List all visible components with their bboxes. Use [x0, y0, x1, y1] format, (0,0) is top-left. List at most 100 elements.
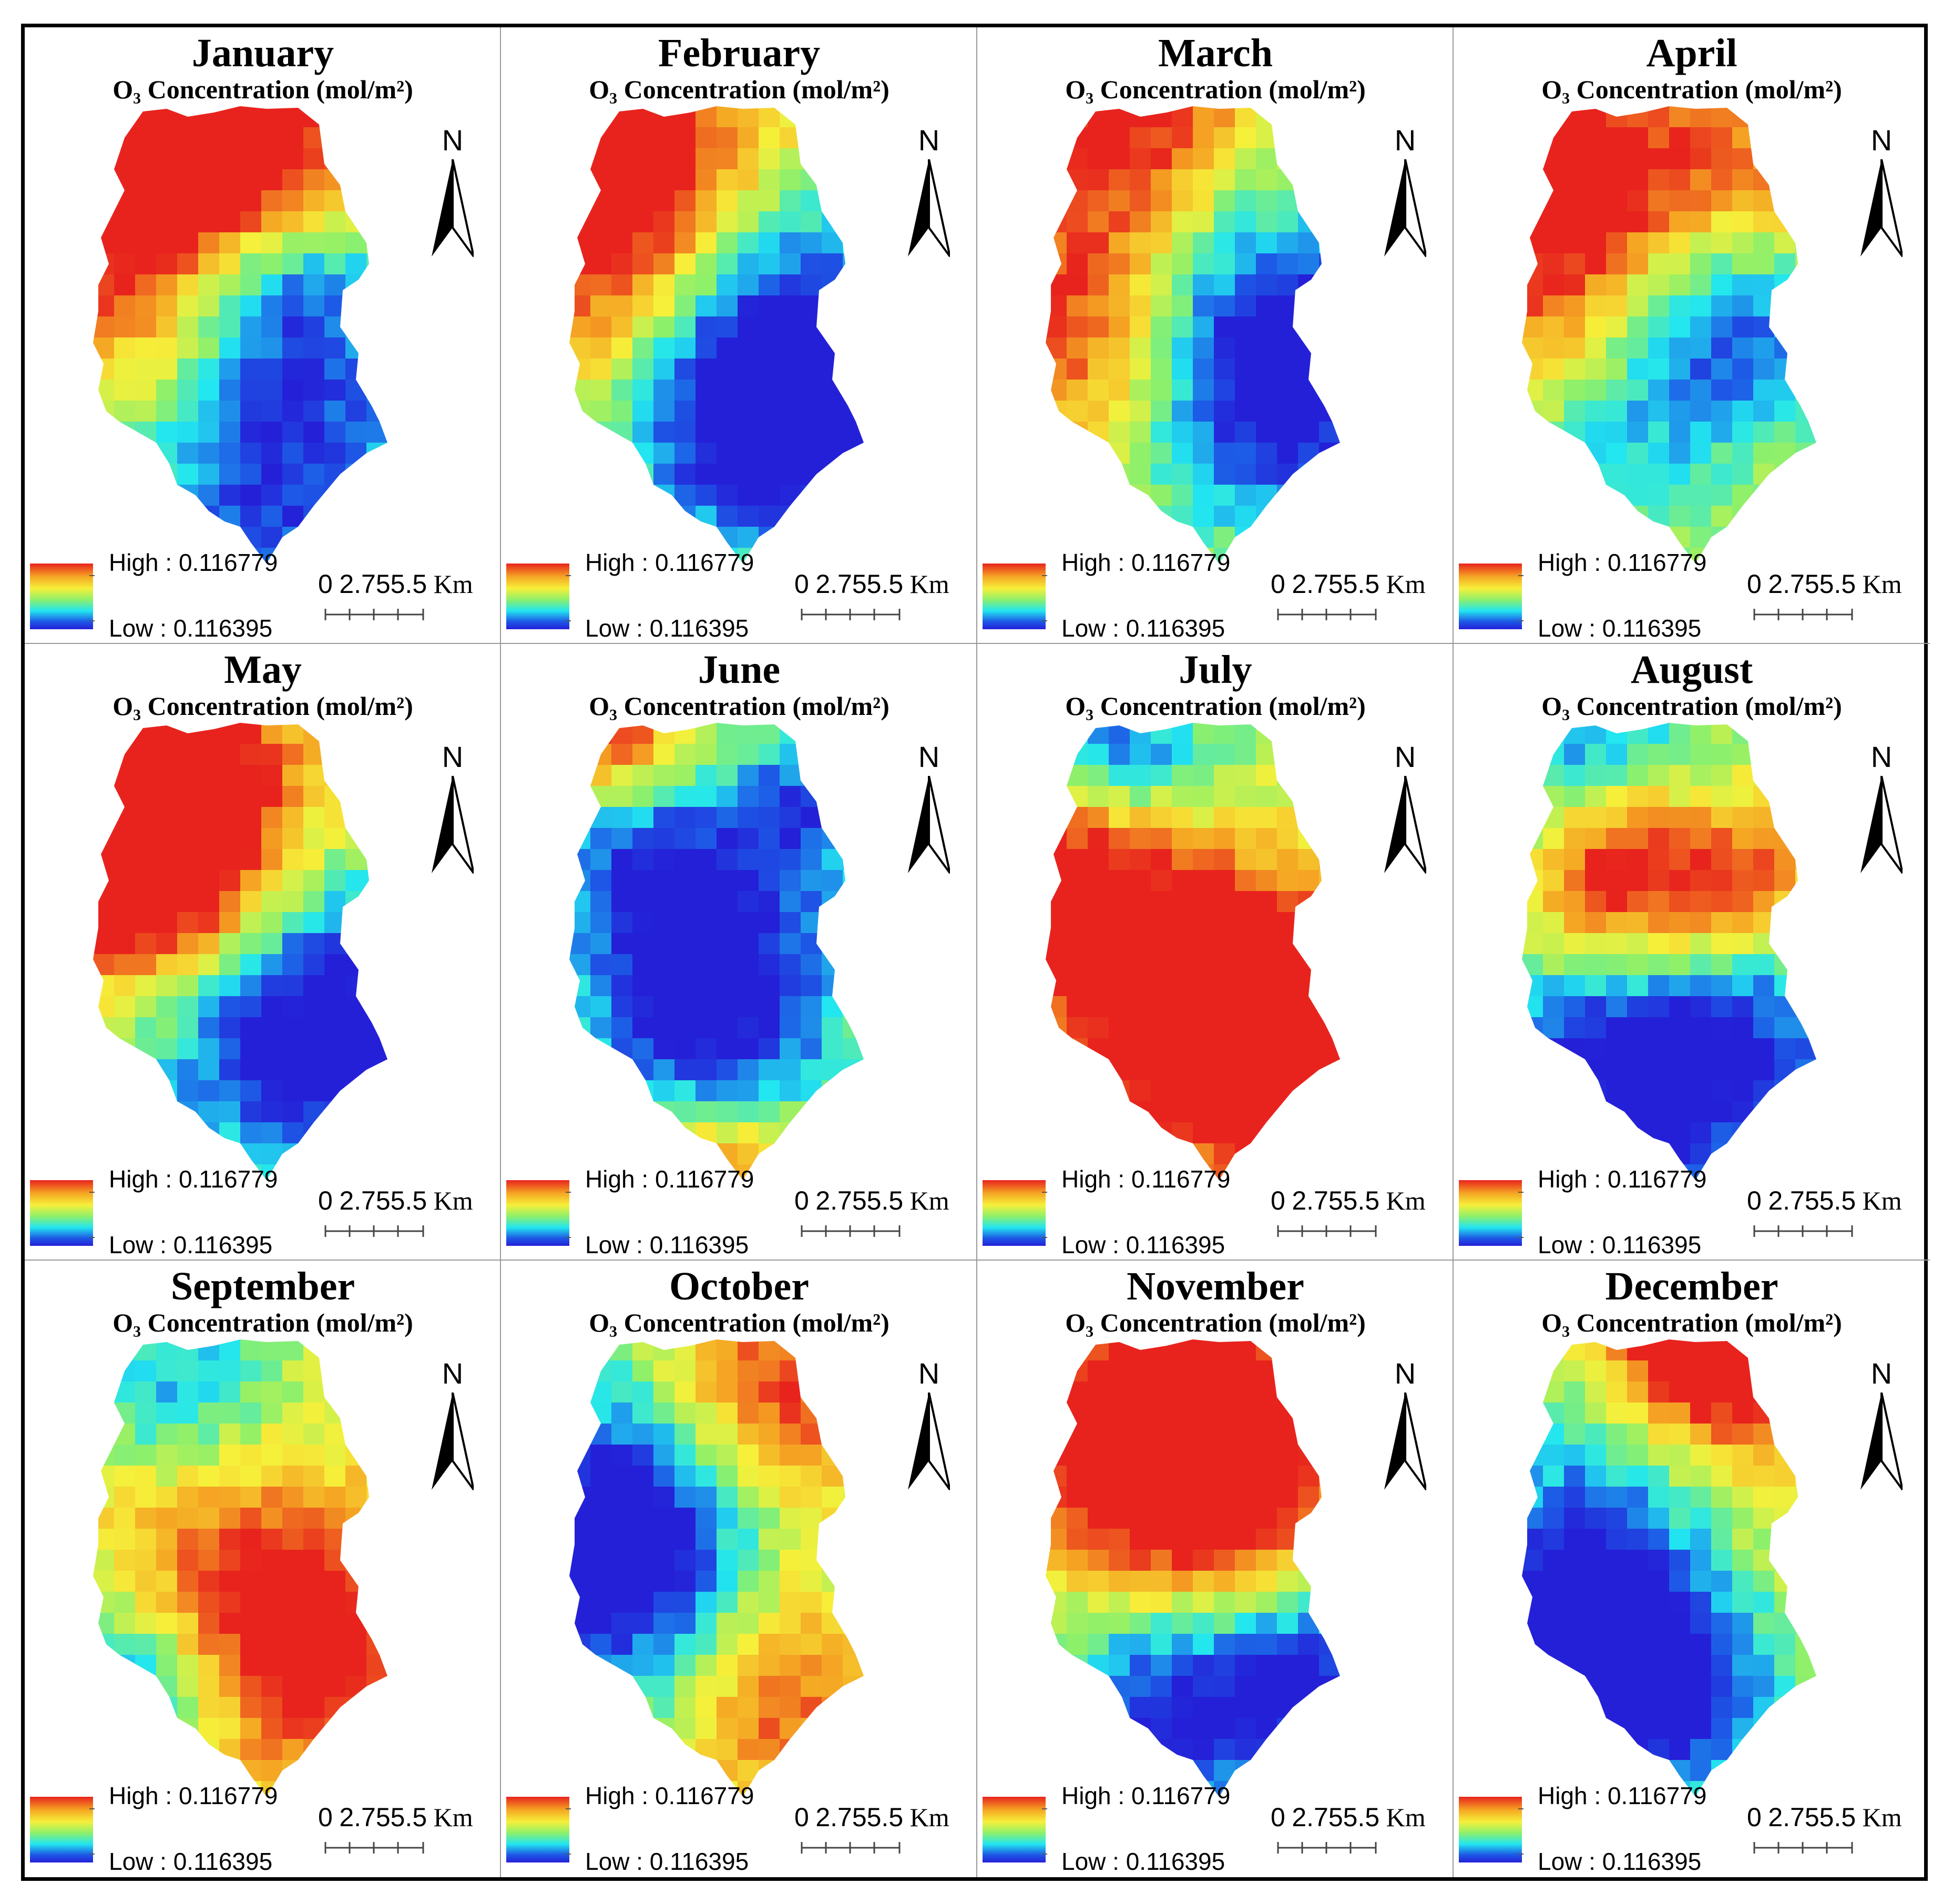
legend-tick: [89, 1854, 95, 1855]
legend-high-label: High : 0.116779: [109, 1165, 278, 1193]
panel-title: October: [669, 1264, 809, 1308]
map-panel-september: September O₃ Concentration (mol/m²) N High …: [25, 1261, 501, 1877]
scale-label: 0 2.755.5 Km: [1271, 569, 1426, 599]
north-arrow-icon: [908, 1393, 950, 1491]
scale-label: 0 2.755.5 Km: [1747, 569, 1902, 599]
scale-numbers: 2.755.5: [815, 1803, 904, 1832]
panel-subtitle: O₃ Concentration (mol/m²): [589, 1308, 889, 1337]
legend-tick: [89, 1237, 95, 1238]
legend-tick: [1518, 620, 1523, 621]
panel-title: March: [1158, 31, 1273, 75]
panel-title: September: [170, 1264, 355, 1308]
scale-unit: Km: [909, 1186, 949, 1215]
scale-unit: Km: [909, 569, 949, 599]
scale-unit: Km: [1386, 569, 1426, 599]
north-label: N: [918, 740, 940, 773]
scale-numbers: 2.755.5: [339, 1186, 427, 1215]
legend-low-label: Low : 0.116395: [585, 1231, 749, 1258]
panel-subtitle: O₃ Concentration (mol/m²): [1541, 691, 1842, 721]
panel-title: January: [191, 31, 334, 75]
map-panel-june: June O₃ Concentration (mol/m²) N High : 0.1…: [501, 644, 977, 1261]
o3-raster-map: [569, 723, 864, 1180]
scale-label: 0 2.755.5 Km: [1747, 1802, 1902, 1833]
scale-unit: Km: [1862, 1803, 1902, 1832]
scale-numbers: 2.755.5: [1768, 1186, 1856, 1215]
north-arrow: N: [1380, 741, 1430, 878]
scale-label: 0 2.755.5 Km: [318, 569, 473, 599]
legend-high-label: High : 0.116779: [1061, 1782, 1231, 1809]
north-arrow: N: [1380, 1358, 1430, 1494]
figure-frame: January O₃ Concentration (mol/m²) N High : …: [21, 24, 1930, 1881]
legend-tick: [566, 1808, 571, 1809]
panel-title: June: [698, 648, 781, 692]
north-arrow-icon: [432, 159, 474, 258]
north-label: N: [1394, 1357, 1416, 1390]
north-label: N: [1870, 124, 1893, 157]
legend-color-ramp: [983, 1180, 1046, 1246]
o3-raster-map: [1046, 1339, 1340, 1797]
north-arrow-icon: [908, 776, 950, 874]
legend-color-ramp: [30, 564, 93, 629]
legend-low-label: Low : 0.116395: [109, 1231, 273, 1258]
north-arrow: N: [904, 125, 954, 261]
o3-raster-map: [569, 1339, 864, 1797]
scale-zero: 0: [318, 569, 333, 599]
scale-unit: Km: [433, 1803, 473, 1832]
legend-high-label: High : 0.116779: [109, 1782, 278, 1809]
scale-bar: [1753, 1225, 1853, 1237]
scale-unit: Km: [1862, 1186, 1902, 1215]
legend-tick: [566, 1192, 571, 1193]
north-arrow: N: [1856, 1358, 1907, 1494]
north-arrow-icon: [1860, 776, 1903, 874]
north-arrow-icon: [432, 776, 474, 874]
legend-high-label: High : 0.116779: [1061, 1165, 1231, 1193]
o3-raster-map: [93, 723, 387, 1180]
scale-bar: [1753, 609, 1853, 620]
o3-raster-map: [1522, 723, 1816, 1180]
north-label: N: [442, 740, 464, 773]
scale-zero: 0: [794, 569, 809, 599]
north-arrow-icon: [1384, 159, 1426, 258]
north-arrow: N: [427, 1358, 478, 1494]
map-panel-december: December O₃ Concentration (mol/m²) N High :…: [1454, 1261, 1930, 1877]
north-arrow-icon: [432, 1393, 474, 1491]
scale-label: 0 2.755.5 Km: [1271, 1185, 1426, 1216]
legend-high-label: High : 0.116779: [1538, 1782, 1707, 1809]
scale-bar: [324, 1225, 424, 1237]
north-arrow: N: [427, 741, 478, 878]
legend-tick: [566, 575, 571, 576]
north-label: N: [442, 1357, 464, 1390]
legend-low-label: Low : 0.116395: [109, 615, 273, 642]
legend-tick: [1042, 1192, 1047, 1193]
map-panel-november: November O₃ Concentration (mol/m²) N High :…: [977, 1261, 1454, 1877]
north-arrow: N: [427, 125, 478, 261]
legend-color-ramp: [1459, 1180, 1522, 1246]
north-label: N: [918, 124, 940, 157]
scale-zero: 0: [318, 1803, 333, 1832]
panel-subtitle: O₃ Concentration (mol/m²): [1065, 1308, 1366, 1337]
north-arrow: N: [904, 1358, 954, 1494]
north-arrow-icon: [908, 159, 950, 258]
legend-low-label: Low : 0.116395: [1538, 1231, 1702, 1258]
map-panel-march: March O₃ Concentration (mol/m²) N High : 0.…: [977, 27, 1454, 644]
scale-zero: 0: [794, 1186, 809, 1215]
scale-numbers: 2.755.5: [1292, 1186, 1380, 1215]
scale-unit: Km: [1386, 1186, 1426, 1215]
scale-numbers: 2.755.5: [1292, 1803, 1380, 1832]
legend-low-label: Low : 0.116395: [1061, 615, 1225, 642]
north-label: N: [1394, 740, 1416, 773]
legend-tick: [1042, 1808, 1047, 1809]
scale-bar: [1277, 1842, 1377, 1854]
o3-raster-map: [1046, 106, 1340, 564]
map-panel-may: May O₃ Concentration (mol/m²) N High : 0.11…: [25, 644, 501, 1261]
o3-raster-map: [93, 1339, 387, 1797]
scale-label: 0 2.755.5 Km: [794, 1802, 949, 1833]
legend-tick: [1518, 1237, 1523, 1238]
legend-low-label: Low : 0.116395: [1061, 1231, 1225, 1258]
panel-title: February: [658, 31, 821, 75]
o3-raster-map: [1522, 106, 1816, 564]
o3-raster-map: [1046, 723, 1340, 1180]
legend-tick: [89, 1192, 95, 1193]
legend-tick: [1518, 1808, 1523, 1809]
scale-bar: [801, 609, 901, 620]
